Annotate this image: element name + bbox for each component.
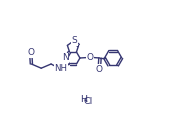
Text: H: H [80,95,88,104]
Text: O: O [87,53,94,62]
Text: O: O [96,65,103,74]
Text: NH: NH [54,64,67,73]
Text: O: O [27,48,34,57]
Text: S: S [72,36,77,45]
Text: Cl: Cl [84,97,93,107]
Text: N: N [62,53,69,62]
